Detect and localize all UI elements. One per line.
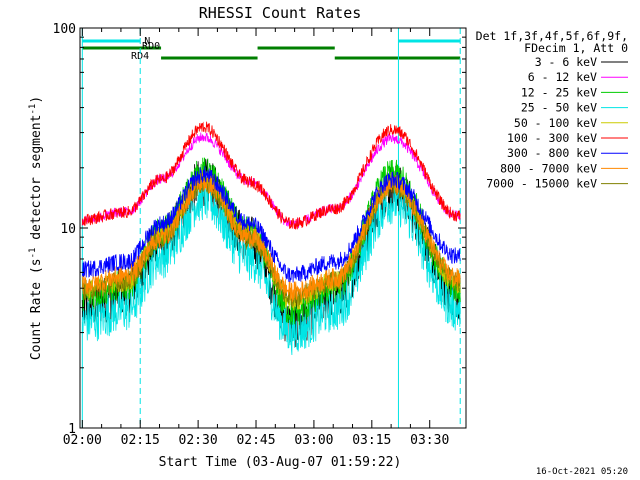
y-tick-label: 100 <box>53 22 76 37</box>
legend-item-label: 100 - 300 keV <box>507 131 597 145</box>
y-axis-label-middle: detector segment <box>29 115 44 248</box>
series-line-3 <box>81 177 461 356</box>
legend-item-label: 25 - 50 keV <box>521 101 597 115</box>
x-tick-label: 02:15 <box>121 433 160 448</box>
y-tick-label: 1 <box>68 422 76 437</box>
legend-item-label: 300 - 800 keV <box>507 146 597 160</box>
x-tick-label: 02:30 <box>179 433 218 448</box>
y-axis-label-suffix: ) <box>29 96 44 104</box>
legend-item-label: 800 - 7000 keV <box>500 161 597 175</box>
chart-title: RHESSI Count Rates <box>199 4 362 22</box>
legend-item-label: 3 - 6 keV <box>535 55 597 69</box>
y-axis-label-prefix: Count Rate (s <box>29 258 44 360</box>
legend-item-label: 7000 - 15000 keV <box>486 177 597 191</box>
series-line-0 <box>81 158 461 348</box>
flag-label-rd4: RD4 <box>131 51 149 62</box>
attenuator-vlines <box>81 28 461 428</box>
legend-item-label: 6 - 12 keV <box>528 70 597 84</box>
y-axis-label: Count Rate (s-1 detector segment-1) <box>28 96 44 360</box>
legend-header-1: Det 1f,3f,4f,5f,6f,9f, <box>476 29 628 43</box>
x-tick-label: 03:00 <box>294 433 333 448</box>
flag-label-n: N <box>144 36 150 47</box>
x-tick-label: 03:30 <box>410 433 449 448</box>
series-line-7 <box>81 173 461 303</box>
footer-date: 16-Oct-2021 05:20 <box>536 467 628 477</box>
legend: Det 1f,3f,4f,5f,6f,9f,FDecim 1, Att 03 -… <box>476 29 628 191</box>
y-tick-label: 10 <box>60 222 76 237</box>
series-line-5 <box>81 121 461 230</box>
x-tick-label: 03:15 <box>352 433 391 448</box>
series-lines <box>81 121 461 356</box>
series-line-6 <box>81 166 461 283</box>
x-tick-label: 02:00 <box>63 433 102 448</box>
legend-item-label: 50 - 100 keV <box>514 116 597 130</box>
y-axis-label-exponent-2: -1 <box>28 104 38 115</box>
x-tick-label: 02:45 <box>236 433 275 448</box>
y-axis-label-exponent-1: -1 <box>28 248 38 259</box>
x-axis-label: Start Time (03-Aug-07 01:59:22) <box>159 455 402 470</box>
plot-frame <box>79 27 467 429</box>
legend-item-label: 12 - 25 keV <box>521 85 597 99</box>
flag-label-rd0: RD0 <box>142 41 160 52</box>
legend-header-2: FDecim 1, Att 0 <box>524 41 628 55</box>
y-axis-ticks: 1 10 100 <box>53 22 466 437</box>
x-axis-ticks: 02:00 02:15 02:30 02:45 03:00 03:15 03:30 <box>63 28 449 448</box>
